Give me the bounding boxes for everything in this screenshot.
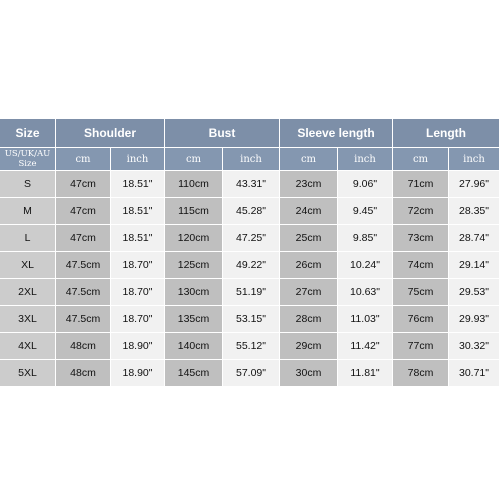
- shoulder-inch: 18.70": [111, 306, 165, 333]
- length-cm: 72cm: [393, 198, 449, 225]
- header-shoulder: Shoulder: [56, 119, 165, 148]
- header-size: Size: [0, 119, 56, 148]
- unit-label: inch: [111, 148, 165, 171]
- sleeve-inch: 9.45": [338, 198, 393, 225]
- shoulder-cm: 48cm: [56, 333, 111, 360]
- shoulder-cm: 48cm: [56, 360, 111, 387]
- bust-cm: 135cm: [165, 306, 223, 333]
- unit-label: cm: [393, 148, 449, 171]
- size-cell: 4XL: [0, 333, 56, 360]
- bust-cm: 125cm: [165, 252, 223, 279]
- header-bust: Bust: [165, 119, 280, 148]
- sleeve-cm: 28cm: [280, 306, 338, 333]
- length-inch: 29.53": [449, 279, 500, 306]
- shoulder-cm: 47.5cm: [56, 252, 111, 279]
- sleeve-cm: 26cm: [280, 252, 338, 279]
- sleeve-inch: 11.81": [338, 360, 393, 387]
- size-cell: 3XL: [0, 306, 56, 333]
- sleeve-cm: 30cm: [280, 360, 338, 387]
- length-inch: 28.74": [449, 225, 500, 252]
- shoulder-inch: 18.51": [111, 225, 165, 252]
- shoulder-cm: 47cm: [56, 225, 111, 252]
- bust-inch: 45.28": [223, 198, 280, 225]
- bust-cm: 145cm: [165, 360, 223, 387]
- sleeve-inch: 9.85": [338, 225, 393, 252]
- bust-inch: 57.09": [223, 360, 280, 387]
- shoulder-inch: 18.70": [111, 279, 165, 306]
- bust-cm: 115cm: [165, 198, 223, 225]
- size-cell: 2XL: [0, 279, 56, 306]
- sleeve-cm: 29cm: [280, 333, 338, 360]
- length-inch: 30.32": [449, 333, 500, 360]
- bust-cm: 120cm: [165, 225, 223, 252]
- size-word-text: Size: [18, 159, 37, 169]
- unit-label: inch: [223, 148, 280, 171]
- bust-inch: 51.19": [223, 279, 280, 306]
- length-cm: 76cm: [393, 306, 449, 333]
- size-chart-table: Size Shoulder Bust Sleeve length Length …: [0, 119, 500, 387]
- shoulder-inch: 18.51": [111, 171, 165, 198]
- length-cm: 75cm: [393, 279, 449, 306]
- bust-cm: 110cm: [165, 171, 223, 198]
- sleeve-cm: 24cm: [280, 198, 338, 225]
- size-region-text: US/UK/AU: [4, 149, 51, 159]
- length-cm: 77cm: [393, 333, 449, 360]
- size-region-label: US/UK/AU Size: [0, 148, 56, 171]
- unit-label: inch: [338, 148, 393, 171]
- size-cell: M: [0, 198, 56, 225]
- shoulder-inch: 18.70": [111, 252, 165, 279]
- shoulder-inch: 18.51": [111, 198, 165, 225]
- shoulder-cm: 47.5cm: [56, 306, 111, 333]
- bust-cm: 140cm: [165, 333, 223, 360]
- shoulder-cm: 47cm: [56, 171, 111, 198]
- bust-inch: 43.31": [223, 171, 280, 198]
- sleeve-inch: 10.24": [338, 252, 393, 279]
- sleeve-inch: 10.63": [338, 279, 393, 306]
- length-inch: 27.96": [449, 171, 500, 198]
- sleeve-inch: 11.03": [338, 306, 393, 333]
- length-cm: 73cm: [393, 225, 449, 252]
- shoulder-cm: 47.5cm: [56, 279, 111, 306]
- sleeve-inch: 9.06": [338, 171, 393, 198]
- shoulder-inch: 18.90": [111, 360, 165, 387]
- unit-label: cm: [280, 148, 338, 171]
- bust-inch: 49.22": [223, 252, 280, 279]
- bust-inch: 55.12": [223, 333, 280, 360]
- length-cm: 74cm: [393, 252, 449, 279]
- unit-label: cm: [56, 148, 111, 171]
- shoulder-inch: 18.90": [111, 333, 165, 360]
- shoulder-cm: 47cm: [56, 198, 111, 225]
- header-sleeve-length: Sleeve length: [280, 119, 393, 148]
- header-length: Length: [393, 119, 500, 148]
- bust-inch: 47.25": [223, 225, 280, 252]
- size-cell: L: [0, 225, 56, 252]
- length-inch: 28.35": [449, 198, 500, 225]
- size-cell: 5XL: [0, 360, 56, 387]
- bust-inch: 53.15": [223, 306, 280, 333]
- sleeve-inch: 11.42": [338, 333, 393, 360]
- length-inch: 30.71": [449, 360, 500, 387]
- sleeve-cm: 23cm: [280, 171, 338, 198]
- sleeve-cm: 27cm: [280, 279, 338, 306]
- length-cm: 71cm: [393, 171, 449, 198]
- unit-label: cm: [165, 148, 223, 171]
- length-inch: 29.14": [449, 252, 500, 279]
- length-inch: 29.93": [449, 306, 500, 333]
- sleeve-cm: 25cm: [280, 225, 338, 252]
- unit-label: inch: [449, 148, 500, 171]
- bust-cm: 130cm: [165, 279, 223, 306]
- size-cell: XL: [0, 252, 56, 279]
- size-cell: S: [0, 171, 56, 198]
- length-cm: 78cm: [393, 360, 449, 387]
